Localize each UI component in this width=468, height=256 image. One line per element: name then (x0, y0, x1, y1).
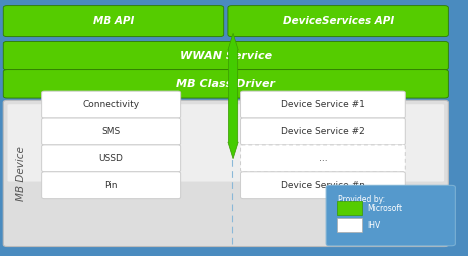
FancyBboxPatch shape (3, 41, 448, 70)
Text: Microsoft: Microsoft (367, 204, 402, 213)
FancyBboxPatch shape (228, 6, 448, 37)
FancyBboxPatch shape (337, 201, 362, 215)
FancyBboxPatch shape (241, 172, 405, 199)
Text: Connectivity: Connectivity (82, 100, 140, 109)
Text: IHV: IHV (367, 221, 380, 230)
Text: MB Class Driver: MB Class Driver (176, 79, 275, 89)
Text: ...: ... (319, 154, 327, 163)
Text: USSD: USSD (99, 154, 124, 163)
Text: Device Service #1: Device Service #1 (281, 100, 365, 109)
Text: Provided by:: Provided by: (338, 195, 386, 204)
Text: MB Device: MB Device (16, 146, 26, 201)
FancyBboxPatch shape (3, 6, 224, 37)
Polygon shape (228, 33, 238, 159)
FancyBboxPatch shape (42, 118, 181, 145)
FancyBboxPatch shape (3, 100, 448, 247)
FancyBboxPatch shape (326, 185, 455, 246)
FancyBboxPatch shape (42, 145, 181, 172)
FancyBboxPatch shape (241, 91, 405, 118)
Text: WWAN Service: WWAN Service (180, 51, 272, 61)
FancyBboxPatch shape (42, 172, 181, 199)
FancyBboxPatch shape (7, 104, 444, 182)
Text: Pin: Pin (104, 181, 118, 190)
Text: Device Service #2: Device Service #2 (281, 127, 365, 136)
FancyBboxPatch shape (241, 145, 405, 172)
Text: Device Service #n: Device Service #n (281, 181, 365, 190)
FancyBboxPatch shape (241, 118, 405, 145)
Text: SMS: SMS (102, 127, 121, 136)
FancyBboxPatch shape (3, 70, 448, 98)
Text: MB API: MB API (93, 16, 134, 26)
FancyBboxPatch shape (42, 91, 181, 118)
FancyBboxPatch shape (337, 218, 362, 232)
Text: DeviceServices API: DeviceServices API (283, 16, 394, 26)
